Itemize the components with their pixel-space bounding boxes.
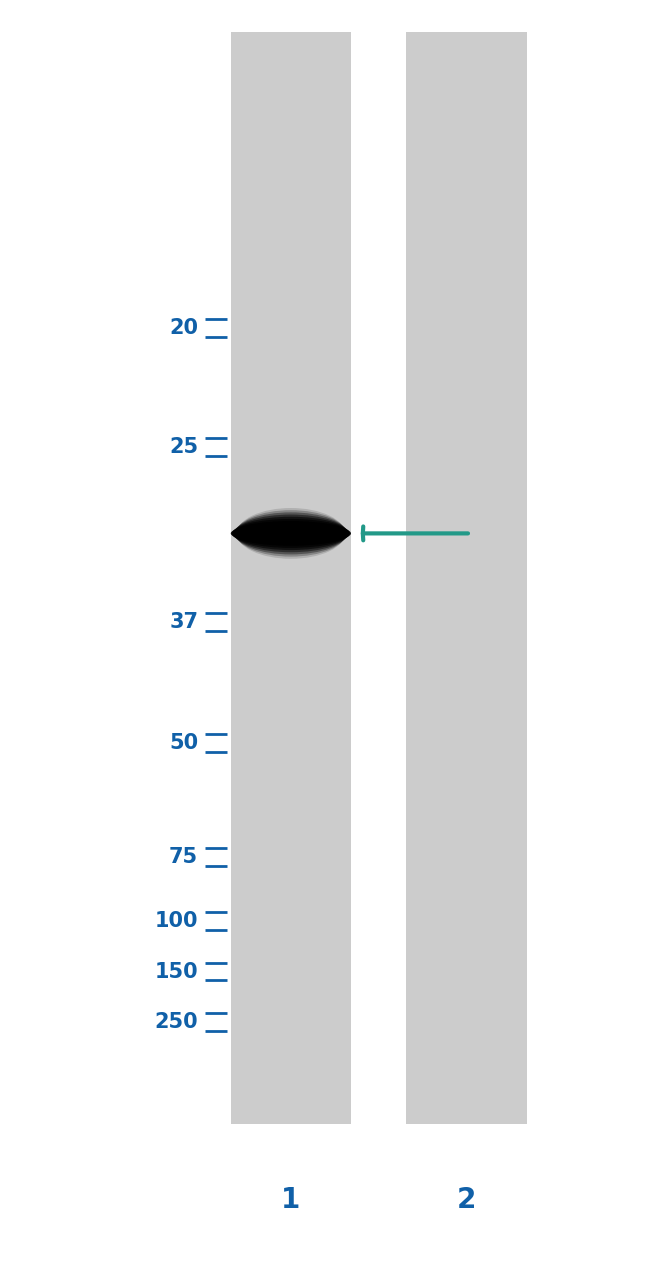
Ellipse shape — [233, 519, 349, 547]
Ellipse shape — [231, 523, 351, 544]
Ellipse shape — [237, 508, 345, 559]
Text: 37: 37 — [169, 612, 198, 632]
Ellipse shape — [236, 511, 346, 556]
Bar — [231, 32, 351, 1124]
Text: 2: 2 — [457, 1186, 476, 1214]
Bar — [406, 32, 526, 1124]
Ellipse shape — [235, 512, 346, 555]
Text: 250: 250 — [155, 1012, 198, 1033]
Text: 20: 20 — [169, 318, 198, 338]
Text: 150: 150 — [155, 961, 198, 982]
Text: 75: 75 — [169, 847, 198, 867]
Ellipse shape — [234, 514, 348, 552]
Ellipse shape — [233, 517, 348, 550]
Text: 50: 50 — [169, 733, 198, 753]
Text: 100: 100 — [155, 911, 198, 931]
Text: 1: 1 — [281, 1186, 300, 1214]
Text: 25: 25 — [169, 437, 198, 457]
Ellipse shape — [231, 521, 350, 546]
